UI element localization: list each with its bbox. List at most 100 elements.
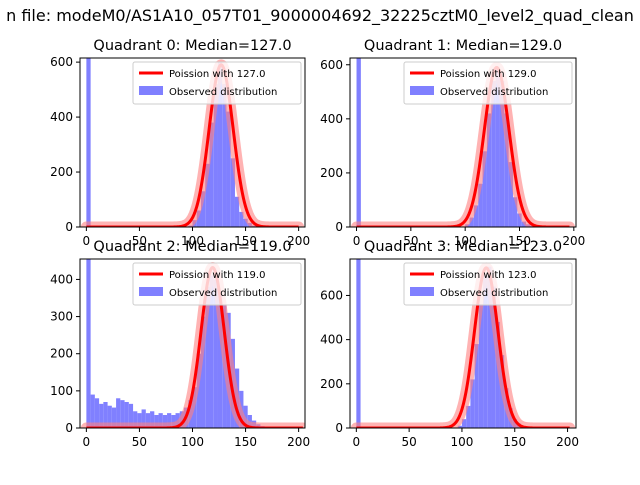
quadrant-1-x-tick-label: 150: [508, 234, 531, 248]
quadrant-1-legend-fit-label: Poission with 129.0: [440, 69, 536, 80]
quadrant-2-histogram-bar: [209, 275, 214, 428]
quadrant-3-x-tick-label: 0: [353, 435, 361, 449]
quadrant-0-histogram-bar: [205, 163, 210, 227]
quadrant-0-x-tick-label: 0: [83, 234, 91, 248]
quadrant-1-legend-hist-swatch: [410, 86, 434, 95]
quadrant-0-histogram-bar: [217, 62, 223, 227]
quadrant-2-histogram-bar: [99, 403, 104, 428]
quadrant-2-histogram-bar: [128, 403, 134, 428]
quadrant-2-histogram-bar: [145, 413, 151, 428]
quadrant-2-histogram-bar: [243, 405, 248, 428]
quadrant-1-legend: Poission with 129.0 Observed distribution: [403, 61, 573, 105]
quadrant-1-legend-hist-label: Observed distribution: [440, 87, 548, 98]
quadrant-0-legend-box: [132, 61, 302, 105]
quadrant-3-y-tick-label: 0: [335, 421, 343, 435]
quadrant-3-legend-hist-swatch: [410, 287, 434, 296]
quadrant-3-x-tick-label: 50: [401, 435, 416, 449]
quadrant-2-histogram-bar: [158, 413, 163, 428]
quadrant-0-histogram-bar: [226, 111, 231, 227]
quadrant-2-y-tick-label: 0: [65, 421, 73, 435]
quadrant-2-histogram-bar: [107, 405, 112, 428]
quadrant-3-histogram-bar: [470, 379, 475, 428]
quadrant-2-x-tick-label: 50: [132, 435, 147, 449]
quadrant-1-y-tick-label: 200: [320, 166, 343, 180]
quadrant-3-axes-frame: [349, 258, 577, 429]
quadrant-2-histogram-bar: [120, 400, 125, 428]
quadrant-2-histogram-bar: [217, 294, 223, 428]
quadrant-0-histogram-bar: [86, 58, 91, 227]
quadrant-2-histogram-bar: [150, 411, 155, 428]
quadrant-0-x-tick-label: 150: [234, 234, 257, 248]
quadrant-1-title: Quadrant 1: Median=129.0: [364, 38, 562, 54]
quadrant-2-histogram-bar: [154, 415, 159, 428]
quadrant-0-x-tick-label: 100: [181, 234, 204, 248]
quadrant-2-histogram-bar: [213, 279, 218, 428]
quadrant-1-y-tick-label: 0: [335, 220, 343, 234]
quadrant-1-x-tick-label: 50: [403, 234, 418, 248]
quadrant-2-histogram-bar: [124, 402, 129, 428]
quadrant-2-legend-box: [132, 262, 302, 306]
quadrant-3-x-tick-label: 100: [450, 435, 473, 449]
quadrant-2-histogram-bar: [200, 316, 206, 428]
quadrant-2-y-tick-label: 200: [50, 347, 73, 361]
quadrant-2-legend: Poission with 119.0 Observed distribution: [132, 262, 302, 306]
quadrant-3-y-tick-label: 400: [320, 333, 343, 347]
quadrant-1-histogram-bar: [478, 183, 483, 227]
quadrant-2-histogram-bar: [133, 411, 138, 428]
quadrant-2-x-tick-label: 0: [83, 435, 91, 449]
quadrant-0-histogram-bar: [234, 196, 240, 227]
quadrant-0-x-tick-label: 50: [132, 234, 147, 248]
figure-suptitle: n file: modeM0/AS1A10_057T01_9000004692_…: [6, 6, 634, 26]
quadrant-3-panel: 0 50 100 150 200 0 200 400 600 Quadrant 3: Median…: [320, 239, 579, 449]
quadrant-3-legend-fit-label: Poission with 123.0: [440, 270, 536, 281]
quadrant-0-y-tick-label: 200: [50, 165, 73, 179]
quadrant-0-histogram-bar: [213, 84, 218, 227]
quadrant-0-histogram-bar: [200, 191, 206, 227]
quadrant-0-title: Quadrant 0: Median=127.0: [93, 38, 291, 54]
quadrant-2-histogram-bar: [196, 353, 201, 428]
quadrant-0-x-tick-label: 200: [287, 234, 310, 248]
quadrant-2-panel: 0 50 100 150 200 0 100 200 300 400 Quadrant 2: Med…: [50, 239, 310, 449]
quadrant-1-axes-frame: [349, 57, 577, 228]
quadrant-0-y-tick-label: 400: [50, 110, 73, 124]
quadrant-3-legend-hist-label: Observed distribution: [440, 288, 548, 299]
quadrant-0-panel: 0 50 100 150 200 0 200 400 600 Quadrant 0: Median…: [50, 38, 310, 248]
quadrant-1-histogram-bar: [473, 205, 479, 227]
quadrant-1-x-tick-label: 0: [353, 234, 361, 248]
subplot-grid: 0 50 100 150 200 0 200 400 600 Quadrant 0: Median…: [50, 38, 585, 449]
quadrant-3-y-tick-label: 600: [320, 288, 343, 302]
quadrant-3-histogram-bar: [495, 321, 500, 428]
quadrant-0-legend-hist-label: Observed distribution: [169, 87, 277, 98]
quadrant-3-title: Quadrant 3: Median=123.0: [364, 239, 562, 255]
quadrant-3-x-tick-label: 200: [556, 435, 579, 449]
quadrant-2-x-tick-label: 200: [287, 435, 310, 449]
quadrant-2-y-tick-label: 100: [50, 384, 73, 398]
quadrant-1-histogram-bar: [499, 80, 505, 227]
quadrant-0-legend-hist-swatch: [139, 86, 163, 95]
quadrant-1-histogram-bar: [495, 68, 500, 227]
quadrant-2-histogram-bar: [94, 398, 100, 428]
quadrant-2-y-tick-label: 300: [50, 310, 73, 324]
quadrant-2-legend-hist-label: Observed distribution: [169, 288, 277, 299]
quadrant-2-x-tick-label: 100: [181, 435, 204, 449]
quadrant-3-histogram-bar: [474, 344, 479, 428]
quadrant-1-histogram-bar: [508, 162, 513, 227]
quadrant-3-histogram-bar: [457, 425, 462, 428]
quadrant-1-y-tick-label: 600: [320, 58, 343, 72]
quadrant-1-histogram-bar: [491, 80, 496, 227]
quadrant-3-x-tick-label: 150: [503, 435, 526, 449]
quadrant-2-plot-area: [80, 259, 305, 428]
quadrant-2-legend-fit-label: Poission with 119.0: [169, 270, 265, 281]
quadrant-0-histogram-bar: [243, 218, 248, 227]
quadrant-1-legend-box: [403, 61, 573, 105]
quadrant-1-y-tick-label: 400: [320, 112, 343, 126]
quadrant-0-y-tick-label: 0: [65, 220, 73, 234]
quadrant-1-x-tick-label: 200: [562, 234, 585, 248]
quadrant-1-panel: 0 50 100 150 200 0 200 400 600 Quadrant 1: Median…: [320, 38, 585, 248]
quadrant-0-legend-fit-label: Poission with 127.0: [169, 69, 265, 80]
quadrant-2-histogram-bar: [111, 407, 117, 428]
quadrant-1-plot-area: [351, 58, 575, 227]
quadrant-3-histogram-bar: [487, 266, 492, 428]
quadrant-2-title: Quadrant 2: Median=119.0: [93, 239, 291, 255]
